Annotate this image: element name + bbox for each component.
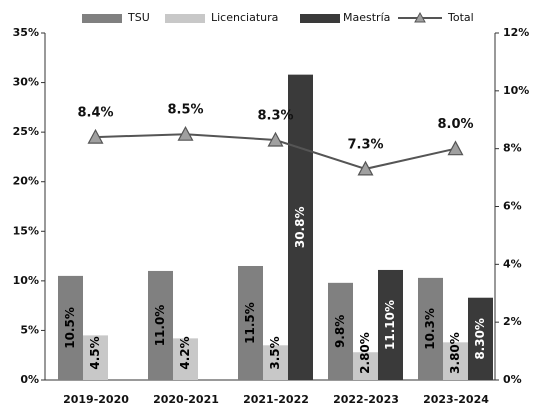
legend-label: Licenciatura	[211, 11, 278, 24]
legend-swatch	[82, 14, 122, 23]
x-tick-label: 2022-2023	[333, 393, 399, 406]
y-tick-label: 30%	[13, 76, 39, 89]
legend-label: Total	[447, 11, 474, 24]
legend-label: Maestría	[343, 11, 390, 24]
legend-swatch	[165, 14, 205, 23]
bar	[58, 275, 83, 380]
bar	[148, 270, 173, 380]
y-tick-label: 15%	[13, 224, 39, 237]
value-label: 9.8%	[333, 315, 347, 348]
bar	[353, 352, 378, 380]
value-label: 11.10%	[383, 300, 397, 350]
total-label: 8.5%	[167, 103, 203, 118]
total-label: 8.3%	[257, 108, 293, 123]
bar	[418, 277, 443, 380]
y2-tick-label: 0%	[503, 373, 522, 386]
bar	[263, 345, 288, 380]
total-label: 7.3%	[347, 137, 383, 152]
total-marker	[177, 125, 194, 141]
value-label: 4.5%	[88, 336, 102, 369]
value-label: 8.30%	[473, 318, 487, 360]
y-tick-label: 5%	[20, 323, 39, 336]
total-marker	[357, 160, 374, 176]
y-tick-label: 10%	[13, 274, 39, 287]
value-label: 11.0%	[153, 305, 167, 347]
y2-tick-label: 6%	[503, 200, 522, 213]
y2-tick-label: 4%	[503, 257, 522, 270]
y2-tick-label: 12%	[503, 26, 529, 39]
x-tick-label: 2019-2020	[63, 393, 129, 406]
total-marker	[267, 131, 284, 147]
bar	[238, 265, 263, 380]
bar	[443, 342, 468, 380]
y2-tick-label: 8%	[503, 142, 522, 155]
total-label: 8.0%	[437, 117, 473, 132]
total-marker	[87, 128, 104, 144]
x-tick-label: 2023-2024	[423, 393, 489, 406]
value-label: 2.80%	[358, 332, 372, 374]
total-label: 8.4%	[77, 106, 113, 121]
y-tick-label: 0%	[20, 373, 39, 386]
y2-tick-label: 2%	[503, 315, 522, 328]
bar	[328, 282, 353, 380]
value-label: 30.8%	[293, 206, 307, 248]
y-tick-label: 35%	[13, 26, 39, 39]
legend-swatch	[300, 14, 340, 23]
value-label: 4.2%	[178, 336, 192, 369]
value-label: 10.5%	[63, 307, 77, 349]
bar	[173, 338, 198, 380]
x-tick-label: 2021-2022	[243, 393, 309, 406]
bar	[468, 297, 493, 380]
y-tick-label: 25%	[13, 125, 39, 138]
bar	[288, 74, 313, 380]
bar	[83, 335, 108, 380]
y2-tick-label: 10%	[503, 84, 529, 97]
x-tick-label: 2020-2021	[153, 393, 219, 406]
legend-marker	[414, 11, 426, 23]
value-label: 11.5%	[243, 302, 257, 344]
value-label: 3.80%	[448, 332, 462, 374]
value-label: 3.5%	[268, 336, 282, 369]
total-marker	[447, 140, 464, 156]
legend-label: TSU	[127, 11, 150, 24]
y-tick-label: 20%	[13, 175, 39, 188]
value-label: 10.3%	[423, 308, 437, 350]
bar	[378, 269, 403, 380]
